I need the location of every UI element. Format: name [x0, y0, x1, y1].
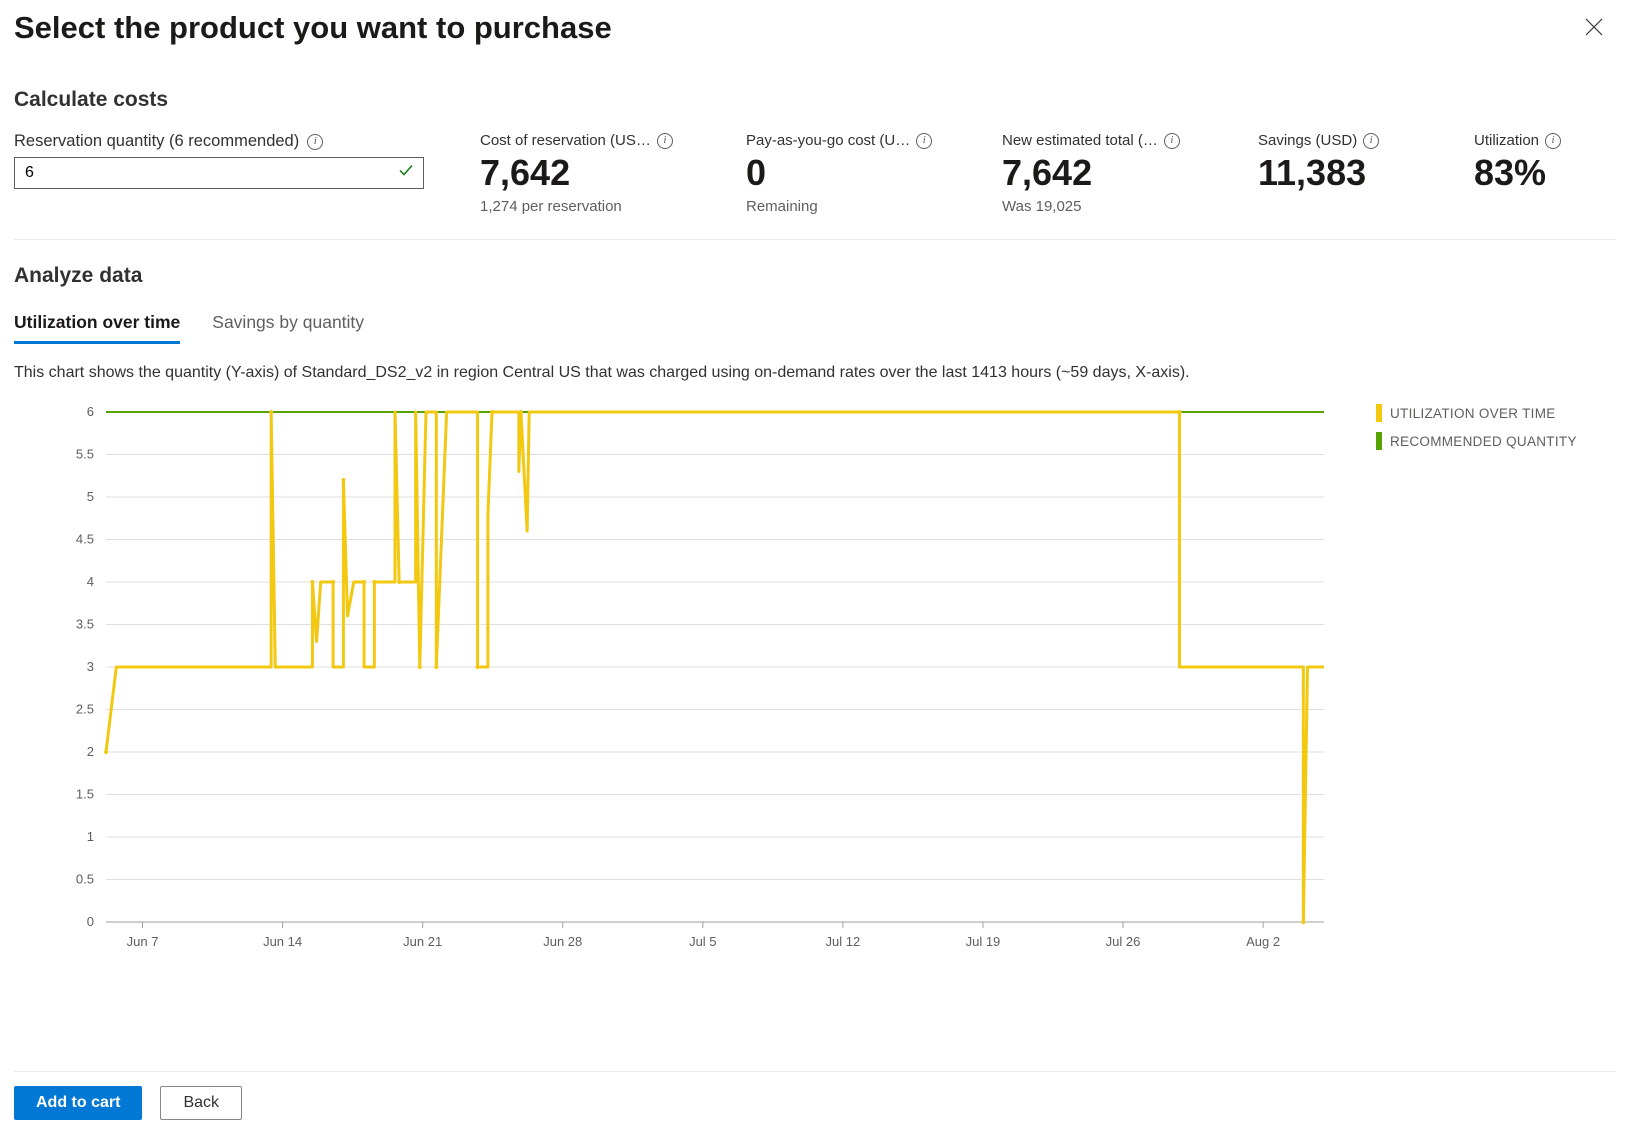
quantity-label: Reservation quantity (6 recommended)	[14, 132, 299, 151]
svg-text:4: 4	[87, 574, 94, 589]
analyze-title: Analyze data	[14, 264, 1616, 288]
metric-label: New estimated total (…	[1002, 132, 1158, 149]
legend-swatch-icon	[1376, 404, 1382, 422]
metric-savings: Savings (USD) i 11,383	[1258, 132, 1418, 194]
svg-text:5: 5	[87, 489, 94, 504]
svg-text:Jun 14: Jun 14	[263, 934, 302, 949]
metric-value: 83%	[1474, 151, 1561, 194]
legend-recommended: RECOMMENDED QUANTITY	[1376, 432, 1616, 450]
metric-sub: 1,274 per reservation	[480, 198, 690, 215]
svg-text:3.5: 3.5	[76, 617, 94, 632]
metric-payg: Pay-as-you-go cost (U… i 0 Remaining	[746, 132, 946, 215]
svg-text:Jun 28: Jun 28	[543, 934, 582, 949]
svg-text:Jul 19: Jul 19	[966, 934, 1001, 949]
info-icon[interactable]: i	[307, 134, 323, 150]
svg-text:4.5: 4.5	[76, 532, 94, 547]
svg-text:1.5: 1.5	[76, 787, 94, 802]
svg-text:Jul 5: Jul 5	[689, 934, 716, 949]
svg-text:Jun 21: Jun 21	[403, 934, 442, 949]
metric-new-total: New estimated total (… i 7,642 Was 19,025	[1002, 132, 1202, 215]
metric-sub: Was 19,025	[1002, 198, 1202, 215]
add-to-cart-button[interactable]: Add to cart	[14, 1086, 142, 1120]
page-title: Select the product you want to purchase	[14, 10, 612, 46]
metric-sub: Remaining	[746, 198, 946, 215]
svg-text:0: 0	[87, 914, 94, 929]
svg-text:0.5: 0.5	[76, 872, 94, 887]
svg-text:2: 2	[87, 744, 94, 759]
calculate-costs-title: Calculate costs	[14, 88, 1616, 112]
metric-utilization: Utilization i 83%	[1474, 132, 1561, 194]
legend-utilization: UTILIZATION OVER TIME	[1376, 404, 1616, 422]
metric-value: 0	[746, 151, 946, 194]
legend-label: RECOMMENDED QUANTITY	[1390, 434, 1577, 449]
svg-text:Jun 7: Jun 7	[127, 934, 159, 949]
divider	[14, 239, 1616, 240]
metric-label: Utilization	[1474, 132, 1539, 149]
metric-label: Cost of reservation (US…	[480, 132, 651, 149]
svg-text:6: 6	[87, 404, 94, 419]
svg-text:3: 3	[87, 659, 94, 674]
metric-value: 7,642	[480, 151, 690, 194]
svg-text:5.5: 5.5	[76, 447, 94, 462]
tab-savings-by-quantity[interactable]: Savings by quantity	[212, 312, 364, 344]
info-icon[interactable]: i	[916, 133, 932, 149]
metric-value: 11,383	[1258, 151, 1418, 194]
svg-text:Aug 2: Aug 2	[1246, 934, 1280, 949]
metric-label: Savings (USD)	[1258, 132, 1357, 149]
legend-swatch-icon	[1376, 432, 1382, 450]
metric-value: 7,642	[1002, 151, 1202, 194]
close-icon	[1584, 17, 1604, 37]
info-icon[interactable]: i	[1545, 133, 1561, 149]
metric-label: Pay-as-you-go cost (U…	[746, 132, 910, 149]
close-button[interactable]	[1572, 10, 1616, 46]
tab-utilization-over-time[interactable]: Utilization over time	[14, 312, 180, 344]
svg-text:Jul 12: Jul 12	[826, 934, 861, 949]
info-icon[interactable]: i	[1164, 133, 1180, 149]
info-icon[interactable]: i	[657, 133, 673, 149]
checkmark-icon	[398, 163, 414, 184]
svg-text:Jul 26: Jul 26	[1106, 934, 1141, 949]
svg-text:2.5: 2.5	[76, 702, 94, 717]
chart-description: This chart shows the quantity (Y-axis) o…	[14, 364, 1616, 382]
info-icon[interactable]: i	[1363, 133, 1379, 149]
metric-cost-reservation: Cost of reservation (US… i 7,642 1,274 pe…	[480, 132, 690, 215]
svg-text:1: 1	[87, 829, 94, 844]
utilization-chart: 0 0.5 1 1.5 2 2.5 3 3.5 4 4.5 5 5.5 6 Jun 7 Jun 14 Jun …	[14, 402, 1356, 977]
back-button[interactable]: Back	[160, 1086, 242, 1120]
quantity-input[interactable]	[14, 157, 424, 189]
legend-label: UTILIZATION OVER TIME	[1390, 406, 1556, 421]
